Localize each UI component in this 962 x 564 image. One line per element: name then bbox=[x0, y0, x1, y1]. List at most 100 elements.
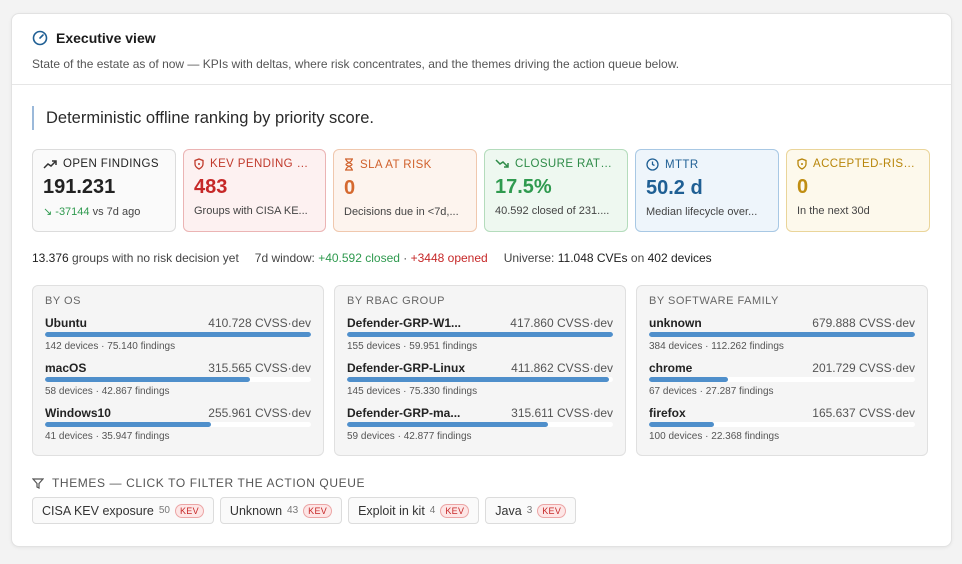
chip-label: Unknown bbox=[229, 503, 283, 518]
panel-by-os: By OS Ubuntu 410.728 CVSS·dev 142 devices… bbox=[32, 285, 324, 456]
kpi-accepted-risk[interactable]: Accepted-risk... 0 In the next 30d bbox=[786, 149, 930, 232]
kev-badge: KEV bbox=[175, 503, 204, 518]
kpi-label: Closure rate ... bbox=[515, 158, 617, 170]
page-subtitle: State of the estate as of now — KPIs wit… bbox=[32, 57, 680, 71]
theme-chip-unknown[interactable]: Unknown 43 KEV bbox=[219, 497, 343, 524]
kpi-value: 0 bbox=[797, 176, 809, 198]
score-bar bbox=[649, 422, 915, 427]
row-name: Defender-GRP-W1... bbox=[347, 316, 462, 330]
kpi-sub: In the next 30d bbox=[797, 205, 870, 217]
hourglass-icon bbox=[344, 158, 354, 171]
ranking-banner: Deterministic offline ranking by priorit… bbox=[32, 106, 931, 130]
card-title-row: Executive view bbox=[32, 30, 931, 46]
kpi-mttr[interactable]: MTTR 50.2 d Median lifecycle over... bbox=[635, 149, 779, 232]
trend-down-icon bbox=[495, 159, 509, 169]
score-bar bbox=[347, 422, 613, 427]
row-name: macOS bbox=[45, 361, 87, 375]
theme-chip-exploit-in-kit[interactable]: Exploit in kit 4 KEV bbox=[348, 497, 480, 524]
row-value: 165.637 CVSS·dev bbox=[812, 406, 915, 420]
gauge-icon bbox=[32, 30, 48, 46]
kpi-label: KEV pending d... bbox=[210, 158, 315, 170]
themes-title: Themes — click to filter the action queu… bbox=[52, 476, 366, 490]
kpi-sub: 40.592 closed of 231.... bbox=[495, 205, 610, 217]
list-item[interactable]: Defender-GRP-ma... 315.611 CVSS·dev 59 de… bbox=[347, 406, 613, 442]
kpi-sla-at-risk[interactable]: SLA at risk 0 Decisions due in <7d,... bbox=[333, 149, 477, 232]
panel-by-rbac-group: By RBAC group Defender-GRP-W1... 417.860 … bbox=[334, 285, 626, 456]
row-value: 201.729 CVSS·dev bbox=[812, 361, 915, 375]
kpi-label: MTTR bbox=[665, 158, 699, 171]
chip-label: Java bbox=[495, 503, 522, 518]
card-header: Executive view State of the estate as of… bbox=[12, 14, 951, 85]
list-item[interactable]: Defender-GRP-Linux 411.862 CVSS·dev 145 d… bbox=[347, 361, 613, 397]
chip-count: 50 bbox=[158, 505, 170, 516]
kpi-strip: Open findings 191.231 ↘ -37144 vs 7d ago… bbox=[32, 149, 931, 232]
row-name: Ubuntu bbox=[45, 316, 87, 330]
theme-chips: CISA KEV exposure 50 KEV Unknown 43 KEV … bbox=[32, 497, 931, 524]
panel-by-software-family: By software family unknown 679.888 CVSS·d… bbox=[636, 285, 928, 456]
kpi-value: 50.2 d bbox=[646, 177, 703, 199]
list-item[interactable]: Ubuntu 410.728 CVSS·dev 142 devices · 75.… bbox=[45, 316, 311, 352]
chip-label: Exploit in kit bbox=[358, 503, 425, 518]
list-item[interactable]: firefox 165.637 CVSS·dev 100 devices · 22… bbox=[649, 406, 915, 442]
row-value: 410.728 CVSS·dev bbox=[208, 316, 311, 330]
arrow-down-right-icon: ↘ bbox=[43, 206, 53, 218]
panel-title: By RBAC group bbox=[347, 295, 445, 307]
score-bar bbox=[45, 377, 311, 382]
row-value: 417.860 CVSS·dev bbox=[510, 316, 613, 330]
kpi-label: Open findings bbox=[63, 158, 159, 170]
row-name: Defender-GRP-ma... bbox=[347, 406, 461, 420]
theme-chip-cisa-kev[interactable]: CISA KEV exposure 50 KEV bbox=[32, 497, 214, 524]
score-bar bbox=[347, 332, 613, 337]
score-bar bbox=[347, 377, 613, 382]
clock-icon bbox=[646, 158, 659, 171]
summary-universe: Universe: 11.048 CVEs on 402 devices bbox=[503, 251, 712, 265]
kpi-open-findings[interactable]: Open findings 191.231 ↘ -37144 vs 7d ago bbox=[32, 149, 176, 232]
kpi-sub: Groups with CISA KE... bbox=[194, 205, 308, 217]
row-meta: 58 devices · 42.867 findings bbox=[45, 386, 170, 397]
kpi-sub: Decisions due in <7d,... bbox=[344, 206, 459, 218]
kpi-value: 191.231 bbox=[43, 176, 116, 198]
chip-label: CISA KEV exposure bbox=[42, 503, 154, 518]
row-meta: 384 devices · 112.262 findings bbox=[649, 341, 784, 352]
row-meta: 59 devices · 42.877 findings bbox=[347, 431, 472, 442]
risk-concentration-panels: By OS Ubuntu 410.728 CVSS·dev 142 devices… bbox=[32, 285, 931, 456]
list-item[interactable]: Defender-GRP-W1... 417.860 CVSS·dev 155 d… bbox=[347, 316, 613, 352]
kpi-closure-rate[interactable]: Closure rate ... 17.5% 40.592 closed of … bbox=[484, 149, 628, 232]
kpi-value: 483 bbox=[194, 176, 228, 198]
chip-count: 4 bbox=[429, 505, 436, 516]
kev-badge: KEV bbox=[537, 503, 567, 518]
row-value: 315.565 CVSS·dev bbox=[208, 361, 311, 375]
kpi-label: Accepted-risk... bbox=[813, 158, 919, 170]
kev-badge: KEV bbox=[440, 503, 470, 518]
row-name: firefox bbox=[649, 406, 686, 420]
row-meta: 142 devices · 75.140 findings bbox=[45, 341, 176, 352]
page-title: Executive view bbox=[56, 30, 156, 46]
row-name: unknown bbox=[649, 316, 702, 330]
theme-chip-java[interactable]: Java 3 KEV bbox=[485, 497, 577, 524]
kpi-label: SLA at risk bbox=[360, 158, 432, 171]
kpi-delta: -37144 bbox=[55, 206, 90, 218]
row-name: Windows10 bbox=[45, 406, 111, 420]
list-item[interactable]: chrome 201.729 CVSS·dev 67 devices · 27.2… bbox=[649, 361, 915, 397]
list-item[interactable]: Windows10 255.961 CVSS·dev 41 devices · 3… bbox=[45, 406, 311, 442]
executive-view-card: Executive view State of the estate as of… bbox=[11, 13, 952, 547]
summary-line: 13.376 groups with no risk decision yet … bbox=[32, 251, 931, 265]
row-value: 255.961 CVSS·dev bbox=[208, 406, 311, 420]
score-bar bbox=[45, 332, 311, 337]
kpi-value: 0 bbox=[344, 177, 356, 199]
shield-icon bbox=[797, 158, 807, 170]
score-bar bbox=[649, 332, 915, 337]
list-item[interactable]: unknown 679.888 CVSS·dev 384 devices · 11… bbox=[649, 316, 915, 352]
row-value: 411.862 CVSS·dev bbox=[511, 361, 613, 375]
row-meta: 155 devices · 59.951 findings bbox=[347, 341, 478, 352]
kev-badge: KEV bbox=[303, 503, 333, 518]
row-name: chrome bbox=[649, 361, 693, 375]
row-value: 679.888 CVSS·dev bbox=[812, 316, 915, 330]
kpi-kev-pending[interactable]: KEV pending d... 483 Groups with CISA KE… bbox=[183, 149, 326, 232]
themes-header: Themes — click to filter the action queu… bbox=[32, 476, 931, 490]
list-item[interactable]: macOS 315.565 CVSS·dev 58 devices · 42.86… bbox=[45, 361, 311, 397]
trend-up-icon bbox=[43, 159, 57, 169]
shield-icon bbox=[194, 158, 204, 170]
score-bar bbox=[649, 377, 915, 382]
row-value: 315.611 CVSS·dev bbox=[511, 406, 613, 420]
